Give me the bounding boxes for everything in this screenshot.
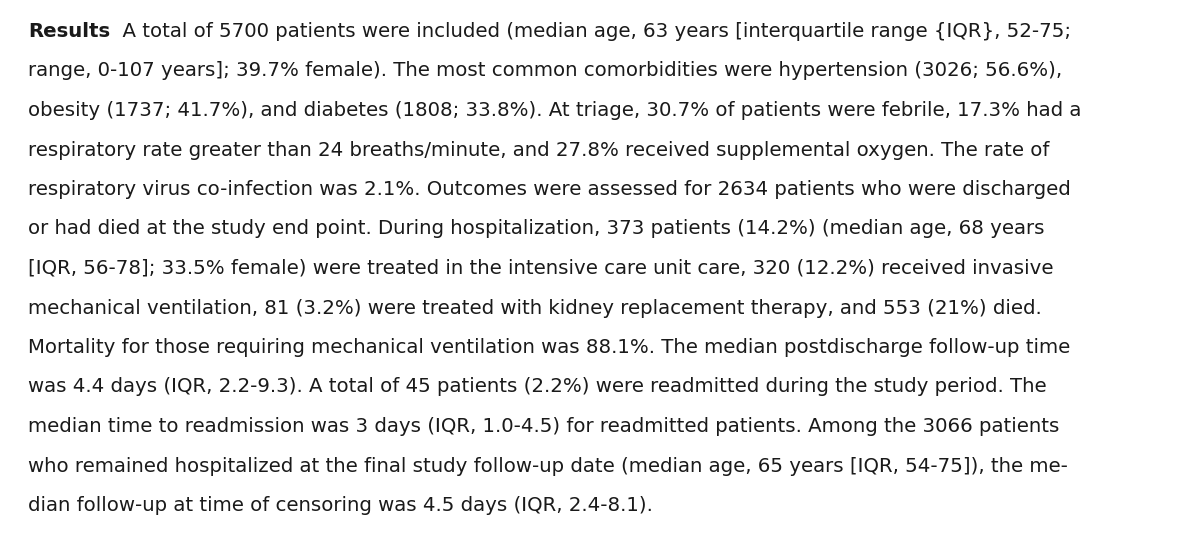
Text: A total of 5700 patients were included (median age, 63 years [interquartile rang: A total of 5700 patients were included (…: [110, 22, 1072, 41]
Text: [IQR, 56-78]; 33.5% female) were treated in the intensive care unit care, 320 (1: [IQR, 56-78]; 33.5% female) were treated…: [28, 259, 1054, 278]
Text: mechanical ventilation, 81 (3.2%) were treated with kidney replacement therapy, : mechanical ventilation, 81 (3.2%) were t…: [28, 299, 1042, 317]
Text: median time to readmission was 3 days (IQR, 1.0-4.5) for readmitted patients. Am: median time to readmission was 3 days (I…: [28, 417, 1060, 436]
Text: Results: Results: [28, 22, 110, 41]
Text: was 4.4 days (IQR, 2.2-9.3). A total of 45 patients (2.2%) were readmitted durin: was 4.4 days (IQR, 2.2-9.3). A total of …: [28, 377, 1046, 397]
Text: respiratory virus co-infection was 2.1%. Outcomes were assessed for 2634 patient: respiratory virus co-infection was 2.1%.…: [28, 180, 1070, 199]
Text: range, 0-107 years]; 39.7% female). The most common comorbidities were hypertens: range, 0-107 years]; 39.7% female). The …: [28, 61, 1062, 80]
Text: respiratory rate greater than 24 breaths/minute, and 27.8% received supplemental: respiratory rate greater than 24 breaths…: [28, 141, 1049, 160]
Text: dian follow-up at time of censoring was 4.5 days (IQR, 2.4-8.1).: dian follow-up at time of censoring was …: [28, 496, 653, 515]
Text: or had died at the study end point. During hospitalization, 373 patients (14.2%): or had died at the study end point. Duri…: [28, 219, 1044, 239]
Text: Mortality for those requiring mechanical ventilation was 88.1%. The median postd: Mortality for those requiring mechanical…: [28, 338, 1070, 357]
Text: obesity (1737; 41.7%), and diabetes (1808; 33.8%). At triage, 30.7% of patients : obesity (1737; 41.7%), and diabetes (180…: [28, 101, 1081, 120]
Text: who remained hospitalized at the final study follow-up date (median age, 65 year: who remained hospitalized at the final s…: [28, 456, 1068, 475]
